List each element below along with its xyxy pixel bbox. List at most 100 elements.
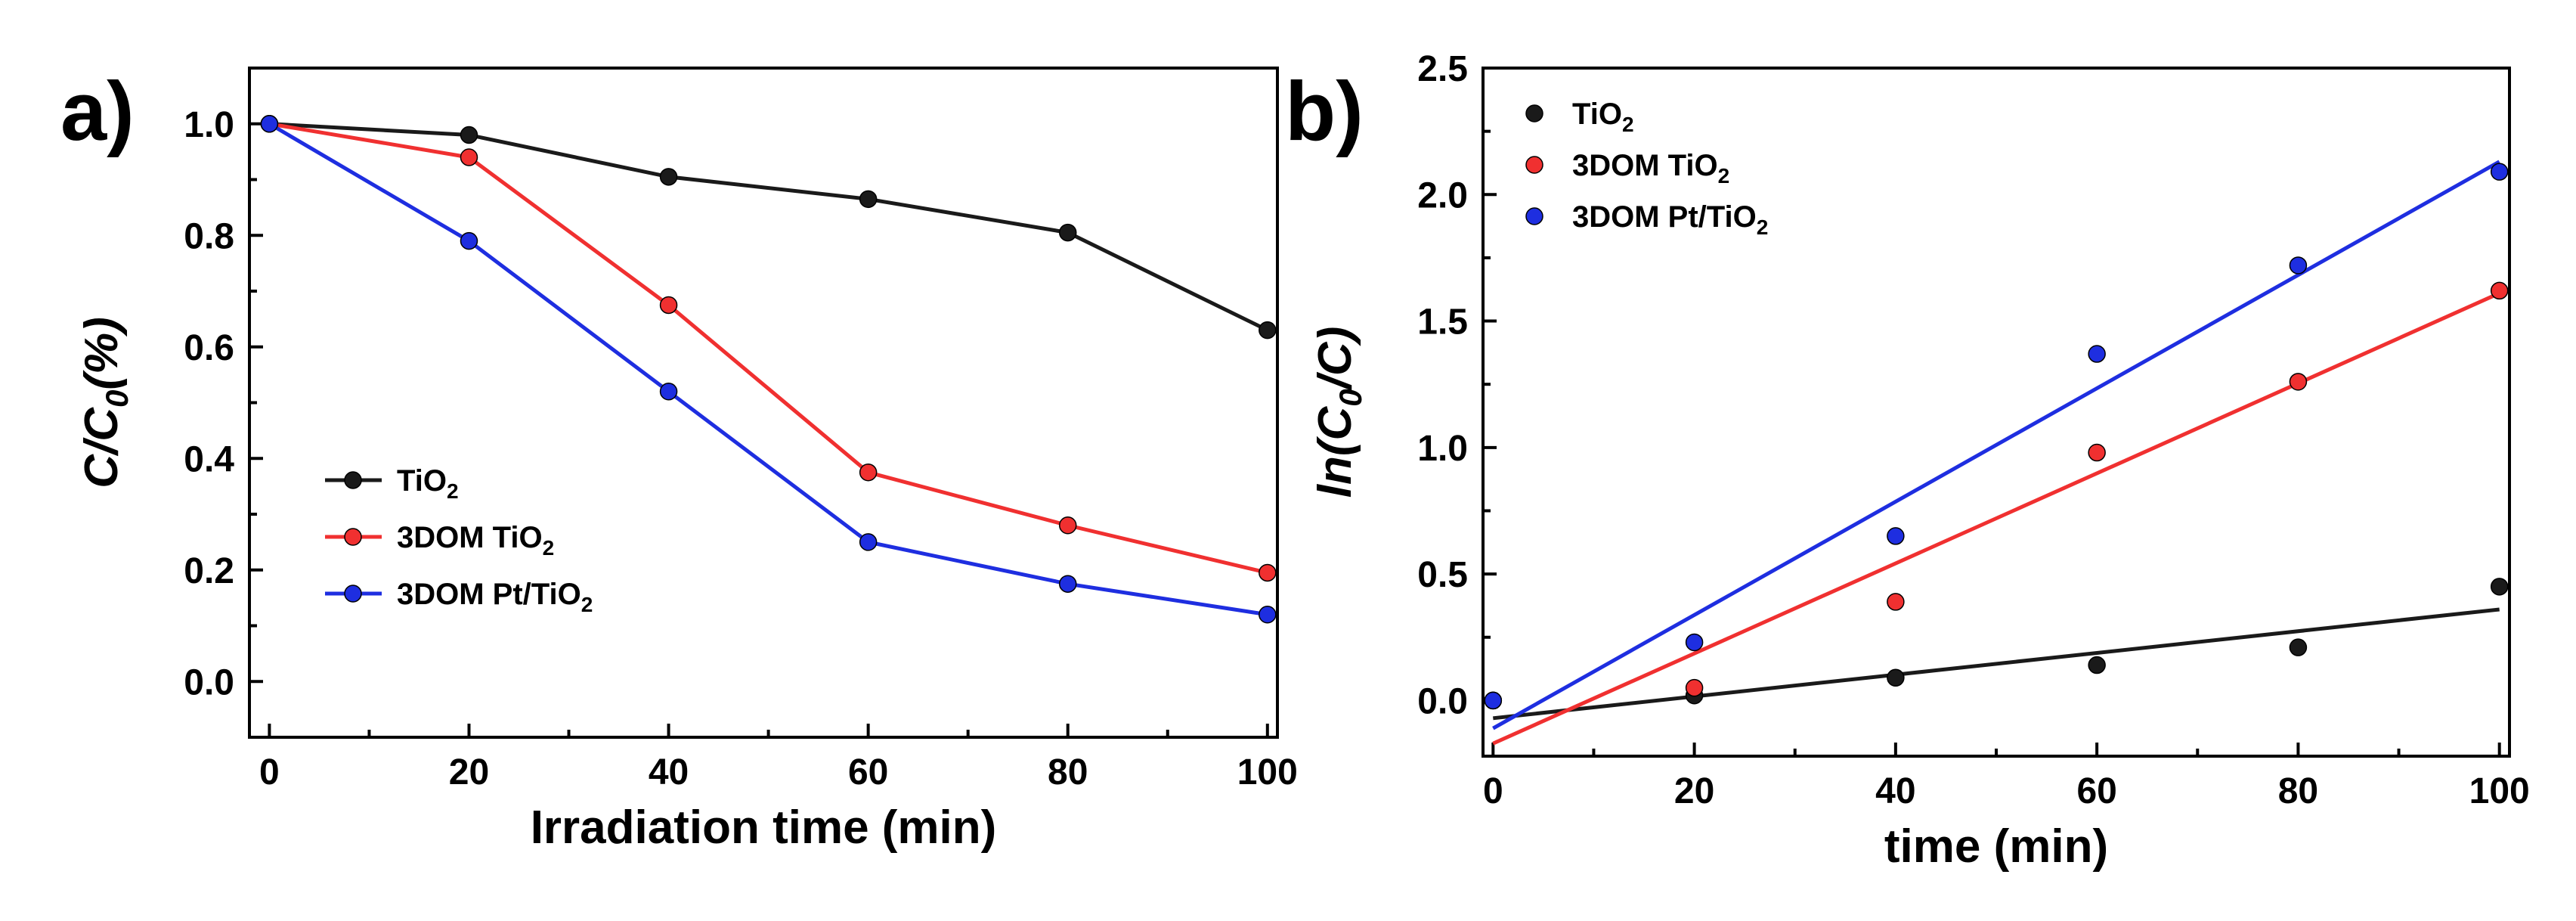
y-axis-title-main: ln(C (1309, 406, 1361, 498)
y-tick-label: 2.0 (1417, 175, 1468, 216)
legend-label-main: TiO (397, 464, 447, 498)
data-point (460, 231, 478, 250)
plot-frame (248, 67, 1279, 739)
series-line (268, 122, 1268, 575)
data-point (460, 148, 478, 166)
legend-label: 3DOM Pt/TiO2 (1572, 200, 1768, 239)
legend-marker (344, 585, 362, 603)
series-1 (1484, 281, 2509, 746)
legend-label: TiO2 (397, 464, 459, 503)
data-point (2088, 443, 2106, 462)
data-point (1058, 575, 1077, 593)
y-axis-title: C/C0(%) (76, 317, 135, 488)
y-tick-label: 0.2 (184, 551, 234, 591)
legend-entry: 3DOM TiO2 (1525, 149, 1729, 188)
x-tick-label: 0 (1483, 771, 1503, 811)
legend-label: 3DOM TiO2 (397, 521, 554, 560)
legend-label-sub: 2 (1622, 113, 1634, 136)
legend-marker (344, 471, 362, 489)
x-tick-label: 80 (2278, 771, 2318, 811)
data-point (1685, 633, 1704, 652)
data-point (1259, 321, 1277, 340)
legend-label-main: 3DOM TiO (397, 521, 543, 554)
series-1 (260, 115, 1277, 582)
data-point (659, 296, 678, 315)
x-tick-label: 0 (259, 752, 280, 792)
legend-label-sub: 2 (543, 536, 555, 560)
legend-label-main: 3DOM Pt/TiO (1572, 200, 1757, 234)
y-tick-label: 0.0 (184, 662, 234, 702)
data-point (2490, 578, 2509, 596)
panel-a: a)0 20 40 60 80 1000.00.20.40.60.81.0Irradiat… (60, 65, 1298, 854)
series-2 (260, 115, 1277, 624)
series-2 (1484, 160, 2509, 730)
data-point (460, 126, 478, 144)
legend-label: 3DOM TiO2 (1572, 149, 1729, 188)
series-line (268, 122, 1268, 617)
fit-line (1492, 160, 2500, 730)
legend-marker (1525, 207, 1543, 225)
data-point (859, 463, 878, 482)
data-point (2088, 345, 2106, 363)
panel-label: b) (1285, 65, 1364, 158)
y-tick-label: 0.4 (184, 439, 234, 479)
y-tick-label: 1.0 (184, 105, 234, 145)
panel-label: a) (60, 65, 135, 158)
x-axis-title: time (min) (1884, 820, 2108, 873)
legend-marker (1525, 104, 1543, 122)
y-axis-title-tail: /C) (1309, 327, 1361, 392)
data-point (1259, 563, 1277, 582)
legend-entry: 3DOM Pt/TiO2 (325, 578, 593, 616)
data-point (2490, 281, 2509, 300)
y-axis-title-main: C/C (76, 407, 128, 488)
y-tick-label: 1.5 (1417, 302, 1468, 343)
x-axis-title: Irradiation time (min) (531, 802, 997, 854)
y-tick-label: 0.0 (1417, 681, 1468, 721)
legend-label-sub: 2 (1718, 164, 1730, 188)
x-tick-label: 100 (1237, 752, 1298, 792)
legend-label: TiO2 (1572, 98, 1634, 136)
data-point (2289, 256, 2308, 274)
fit-line (1492, 291, 2500, 746)
legend-entry: TiO2 (1525, 98, 1634, 136)
y-axis-title-sub: 0 (1333, 389, 1368, 406)
y-tick-label: 0.6 (184, 328, 234, 368)
x-tick-label: 40 (649, 752, 689, 792)
x-tick-label: 80 (1048, 752, 1088, 792)
data-point (859, 190, 878, 209)
legend-label-main: 3DOM TiO (1572, 149, 1718, 182)
y-tick-label: 0.8 (184, 216, 234, 256)
data-point (260, 115, 279, 133)
y-tick-label: 0.5 (1417, 555, 1468, 595)
x-tick-label: 100 (2469, 771, 2530, 811)
y-tick-label: 2.5 (1417, 49, 1468, 89)
legend-entry: 3DOM TiO2 (325, 521, 554, 560)
series-line (269, 122, 1268, 332)
data-point (1259, 606, 1277, 624)
data-point (1685, 678, 1704, 697)
legend-label-main: TiO (1572, 98, 1622, 131)
legend-marker (344, 528, 362, 546)
data-point (1887, 527, 1905, 545)
x-tick-label: 60 (2076, 771, 2116, 811)
legend-entry: 3DOM Pt/TiO2 (1525, 200, 1768, 239)
fit-line (1493, 607, 2500, 721)
legend-entry: TiO2 (325, 464, 459, 503)
data-point (2289, 638, 2308, 656)
y-tick-label: 1.0 (1417, 429, 1468, 469)
legend-label: 3DOM Pt/TiO2 (397, 578, 593, 616)
legend-marker (1525, 156, 1543, 174)
legend-label-main: 3DOM Pt/TiO (397, 578, 581, 611)
data-point (2088, 656, 2106, 674)
data-point (1058, 223, 1077, 242)
data-point (2289, 373, 2308, 391)
legend-label-sub: 2 (1757, 216, 1769, 239)
data-point (1887, 668, 1905, 687)
data-point (659, 383, 678, 401)
data-point (1887, 593, 1905, 611)
data-point (659, 168, 678, 186)
legend-label-sub: 2 (447, 479, 459, 503)
data-point (1484, 691, 1503, 710)
data-point (859, 533, 878, 551)
